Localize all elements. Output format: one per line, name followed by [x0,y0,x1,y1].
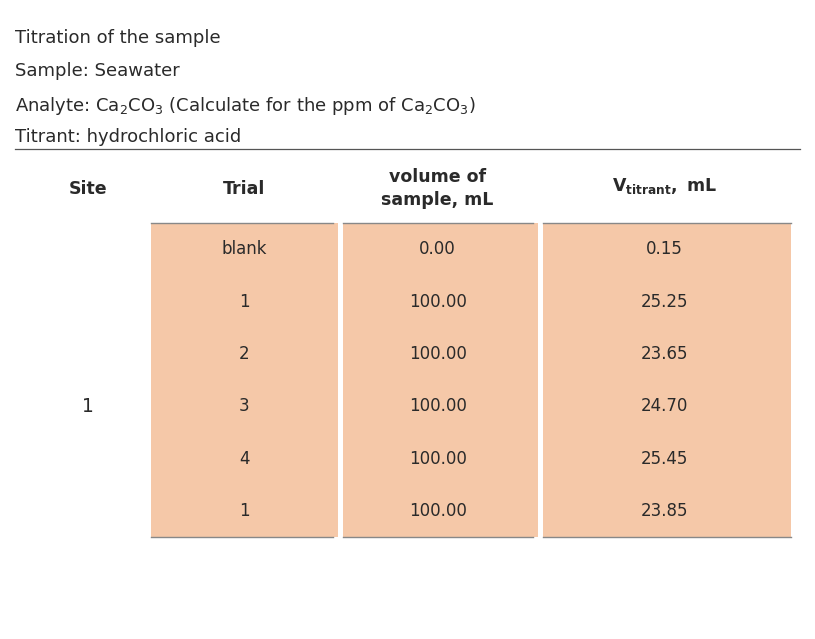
Text: volume of
sample, mL: volume of sample, mL [381,167,494,210]
Text: 25.45: 25.45 [641,450,688,468]
Text: 23.85: 23.85 [641,502,688,520]
Text: Sample: Seawater: Sample: Seawater [15,62,179,80]
Text: Titration of the sample: Titration of the sample [15,29,220,47]
Text: 1: 1 [239,293,250,311]
Text: 100.00: 100.00 [408,502,467,520]
Text: 23.65: 23.65 [641,345,688,363]
Text: 100.00: 100.00 [408,293,467,311]
Text: 1: 1 [239,502,250,520]
Text: 100.00: 100.00 [408,397,467,415]
Bar [343,223,538,537]
Text: 1: 1 [82,397,94,416]
Text: 0.15: 0.15 [645,240,683,258]
Text: Site: Site [68,180,108,197]
Text: 25.25: 25.25 [641,293,688,311]
Text: 100.00: 100.00 [408,450,467,468]
Text: 3: 3 [239,397,250,415]
Text: 0.00: 0.00 [419,240,456,258]
Text: $\mathbf{V}_{\mathbf{titrant}}$$\mathbf{,\ mL}$: $\mathbf{V}_{\mathbf{titrant}}$$\mathbf{… [612,176,716,196]
Text: Analyte: Ca$_2$CO$_3$ (Calculate for the ppm of Ca$_2$CO$_3$): Analyte: Ca$_2$CO$_3$ (Calculate for the… [15,95,475,117]
Text: Titrant: hydrochloric acid: Titrant: hydrochloric acid [15,128,241,146]
Text: Trial: Trial [223,180,266,197]
Text: 100.00: 100.00 [408,345,467,363]
Text: 2: 2 [239,345,250,363]
Text: 4: 4 [240,450,249,468]
Bar [543,223,791,537]
Text: blank: blank [222,240,267,258]
Text: 24.70: 24.70 [641,397,688,415]
Bar [151,223,338,537]
